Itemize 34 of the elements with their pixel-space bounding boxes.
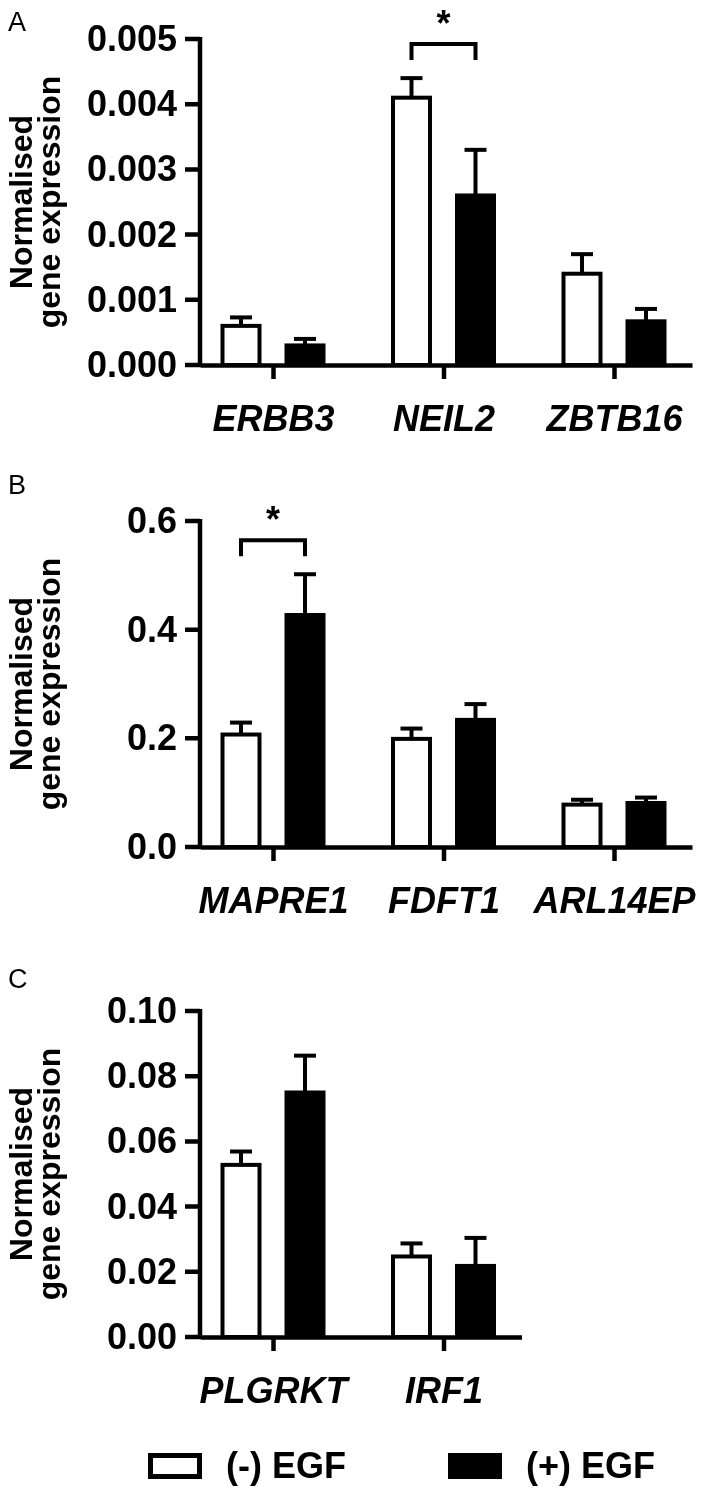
x-tick-label: NEIL2 — [392, 397, 496, 439]
y-tick-label: 0.000 — [86, 344, 177, 386]
x-tick-label: PLGRKT — [199, 1369, 351, 1411]
legend-label: (-) EGF — [226, 1445, 346, 1486]
y-axis-title: Normalised gene expression — [3, 75, 67, 329]
y-tick-label: 0.10 — [106, 990, 177, 1032]
x-tick-label: ARL14EP — [532, 879, 697, 921]
y-axis-title: Normalised gene expression — [3, 1047, 67, 1301]
y-axis-title: Normalised gene expression — [3, 557, 67, 811]
x-tick-label: MAPRE1 — [198, 879, 349, 921]
y-tick-label: 0.001 — [86, 278, 177, 320]
y-tick-label: 0.003 — [86, 148, 177, 190]
annotation: * — [265, 499, 281, 541]
y-tick-label: 0.02 — [106, 1250, 177, 1292]
y-tick-label: 0.06 — [106, 1120, 177, 1162]
x-tick-label: IRF1 — [404, 1369, 484, 1411]
y-tick-label: 0.4 — [126, 608, 177, 650]
x-tick-label: ERBB3 — [212, 397, 335, 439]
y-tick-label: 0.002 — [86, 213, 177, 255]
x-tick-label: ZBTB16 — [545, 397, 684, 439]
y-tick-label: 0.004 — [86, 83, 177, 125]
chart-title: C — [8, 964, 28, 994]
y-tick-label: 0.005 — [86, 18, 177, 60]
chart-title: B — [8, 470, 27, 500]
annotation: * — [436, 3, 451, 45]
y-tick-label: 0.0 — [126, 826, 177, 868]
y-tick-label: 0.00 — [106, 1316, 177, 1358]
y-tick-label: 0.04 — [106, 1185, 177, 1227]
y-tick-label: 0.6 — [126, 500, 177, 542]
chart-title: A — [8, 7, 27, 37]
y-tick-label: 0.08 — [106, 1055, 177, 1097]
legend-label: (+) EGF — [526, 1445, 656, 1486]
x-tick-label: FDFT1 — [388, 879, 500, 921]
y-tick-label: 0.2 — [126, 717, 177, 759]
